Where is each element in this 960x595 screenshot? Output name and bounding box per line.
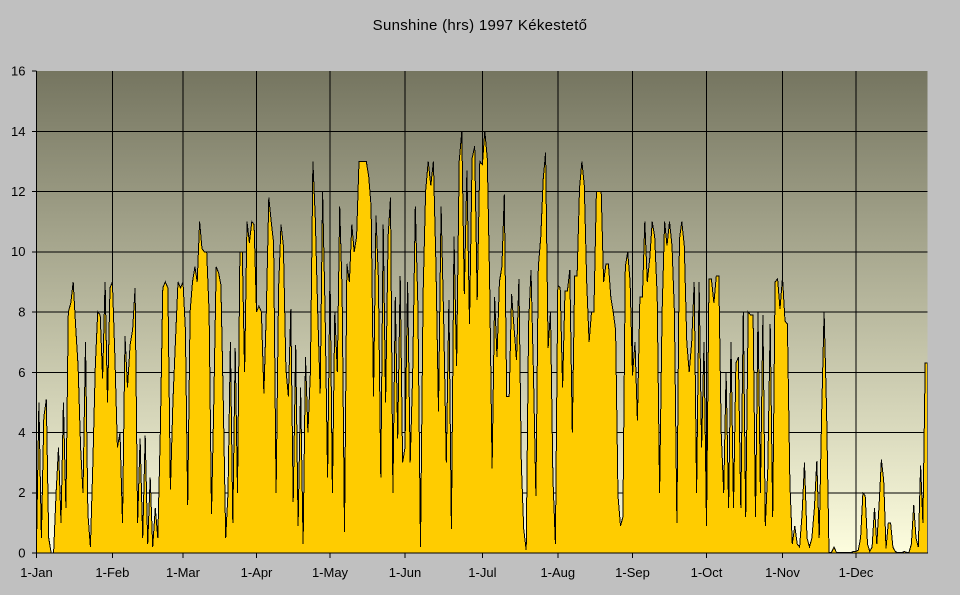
svg-text:14: 14: [11, 124, 25, 139]
svg-text:1-Mar: 1-Mar: [166, 565, 201, 580]
svg-text:16: 16: [11, 64, 25, 79]
svg-text:1-Aug: 1-Aug: [540, 565, 575, 580]
svg-text:Sunshine (hrs) 1997 Kékestető: Sunshine (hrs) 1997 Kékestető: [373, 17, 588, 34]
svg-text:6: 6: [18, 365, 25, 380]
svg-text:1-Nov: 1-Nov: [765, 565, 800, 580]
svg-text:1-Apr: 1-Apr: [241, 565, 273, 580]
svg-text:1-Oct: 1-Oct: [691, 565, 723, 580]
svg-text:4: 4: [18, 425, 25, 440]
svg-text:1-Feb: 1-Feb: [95, 565, 129, 580]
svg-text:1-Jul: 1-Jul: [468, 565, 496, 580]
svg-text:0: 0: [18, 546, 25, 561]
svg-text:2: 2: [18, 485, 25, 500]
svg-text:10: 10: [11, 244, 25, 259]
svg-text:1-Jan: 1-Jan: [20, 565, 53, 580]
svg-text:12: 12: [11, 184, 25, 199]
svg-text:1-Dec: 1-Dec: [839, 565, 874, 580]
svg-text:1-Jun: 1-Jun: [389, 565, 422, 580]
svg-text:8: 8: [18, 305, 25, 320]
svg-text:1-May: 1-May: [312, 565, 349, 580]
svg-text:1-Sep: 1-Sep: [615, 565, 650, 580]
